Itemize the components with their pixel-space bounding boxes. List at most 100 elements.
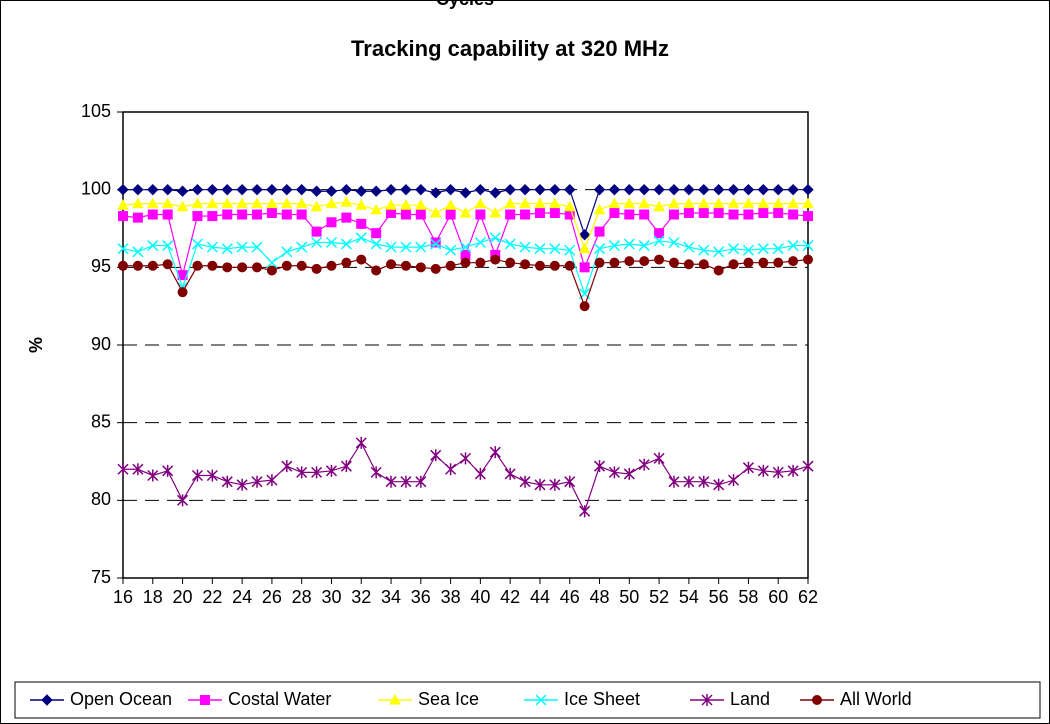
marker (727, 183, 740, 196)
marker (459, 452, 472, 465)
marker (490, 254, 501, 265)
marker (459, 206, 472, 218)
marker (802, 197, 814, 209)
marker (505, 209, 516, 220)
marker (698, 183, 710, 196)
x-tick-label: 44 (530, 587, 550, 607)
y-axis-label: % (26, 337, 46, 353)
marker (147, 240, 159, 252)
marker (653, 235, 665, 247)
marker (117, 199, 129, 210)
marker (787, 197, 799, 209)
marker (519, 241, 531, 253)
marker (41, 694, 53, 706)
marker (206, 241, 218, 253)
marker (535, 694, 547, 706)
marker (623, 197, 636, 209)
legend-label: Sea Ice (418, 689, 479, 709)
marker (161, 197, 174, 209)
marker (400, 260, 411, 271)
legend-label: Ice Sheet (564, 689, 640, 709)
marker (355, 185, 367, 197)
marker (787, 240, 799, 252)
marker (742, 461, 754, 474)
marker (504, 467, 516, 480)
marker (281, 260, 292, 271)
marker (236, 183, 248, 196)
marker (564, 260, 575, 271)
marker (147, 260, 158, 271)
marker (653, 183, 665, 196)
marker (787, 183, 799, 196)
marker (117, 183, 129, 196)
marker (534, 478, 546, 491)
marker (519, 197, 531, 209)
marker (207, 260, 218, 271)
marker (445, 209, 456, 220)
x-tick-label: 24 (232, 587, 252, 607)
x-tick-label: 52 (649, 587, 669, 607)
marker (683, 259, 694, 270)
marker (683, 207, 694, 218)
marker (639, 256, 650, 267)
marker (802, 183, 814, 196)
marker (653, 200, 665, 212)
marker (787, 464, 799, 477)
marker (340, 460, 352, 473)
marker (415, 183, 427, 196)
x-axis-label: Cycles (436, 0, 494, 9)
marker (389, 693, 401, 705)
marker (251, 183, 263, 196)
marker (489, 187, 501, 199)
x-tick-label: 62 (798, 587, 818, 607)
marker (519, 183, 531, 196)
marker (355, 436, 367, 449)
marker (534, 207, 545, 218)
marker (191, 469, 203, 482)
marker (578, 229, 591, 241)
marker (266, 197, 278, 209)
marker (788, 209, 799, 220)
marker (445, 244, 457, 256)
marker (803, 254, 813, 265)
marker (192, 211, 203, 222)
marker (237, 262, 248, 273)
marker (370, 466, 382, 479)
marker (788, 256, 799, 267)
marker (385, 199, 397, 210)
marker (415, 209, 426, 220)
x-tick-label: 48 (590, 587, 610, 607)
marker (608, 197, 621, 209)
marker (266, 474, 278, 487)
marker (236, 241, 248, 253)
marker (742, 197, 755, 209)
marker (609, 257, 620, 268)
marker (594, 226, 605, 237)
marker (772, 466, 784, 479)
y-tick-label: 100 (81, 178, 111, 198)
marker (117, 463, 129, 476)
marker (489, 232, 501, 244)
marker (772, 243, 784, 255)
x-tick-label: 20 (173, 587, 193, 607)
marker (266, 265, 277, 276)
marker (668, 209, 679, 220)
marker (475, 209, 486, 220)
marker (310, 200, 323, 212)
marker (712, 183, 725, 196)
marker (117, 243, 129, 255)
marker (504, 197, 517, 209)
marker (564, 475, 576, 488)
marker (459, 241, 472, 253)
marker (654, 254, 665, 265)
marker (400, 209, 411, 220)
marker (520, 259, 531, 270)
marker (519, 475, 531, 488)
marker (683, 183, 695, 196)
x-tick-label: 30 (321, 587, 341, 607)
marker (743, 209, 754, 220)
marker (415, 262, 426, 273)
y-tick-label: 105 (81, 101, 111, 121)
marker (252, 209, 263, 220)
